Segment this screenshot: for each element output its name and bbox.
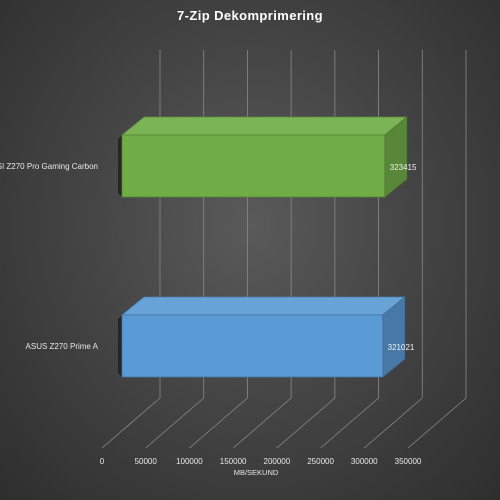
x-tick-label: 350000 xyxy=(395,457,422,466)
x-tick-label: 250000 xyxy=(307,457,334,466)
gridline xyxy=(276,50,336,449)
x-tick-label: 200000 xyxy=(264,457,291,466)
category-label: MSI Z270 Pro Gaming Carbon xyxy=(0,162,98,171)
data-label: 323415 xyxy=(390,163,417,172)
bar-0 xyxy=(118,296,406,378)
x-tick-label: 50000 xyxy=(135,457,158,466)
gridline xyxy=(407,50,467,449)
gridline xyxy=(101,50,161,449)
x-tick-label: 100000 xyxy=(176,457,203,466)
x-tick-label: 300000 xyxy=(351,457,378,466)
x-tick-label: 150000 xyxy=(220,457,247,466)
gridline xyxy=(320,50,379,449)
category-label: ASUS Z270 Prime A xyxy=(26,342,99,351)
x-axis-label: MB/SEKUND xyxy=(234,468,279,477)
bar-1 xyxy=(118,116,408,198)
data-label: 321021 xyxy=(388,343,415,352)
gridline xyxy=(145,50,205,449)
gridline xyxy=(364,50,423,449)
x-tick-label: 0 xyxy=(100,457,105,466)
gridline xyxy=(232,50,292,449)
chart-title: 7-Zip Dekomprimering xyxy=(177,8,323,23)
gridline xyxy=(189,50,248,449)
